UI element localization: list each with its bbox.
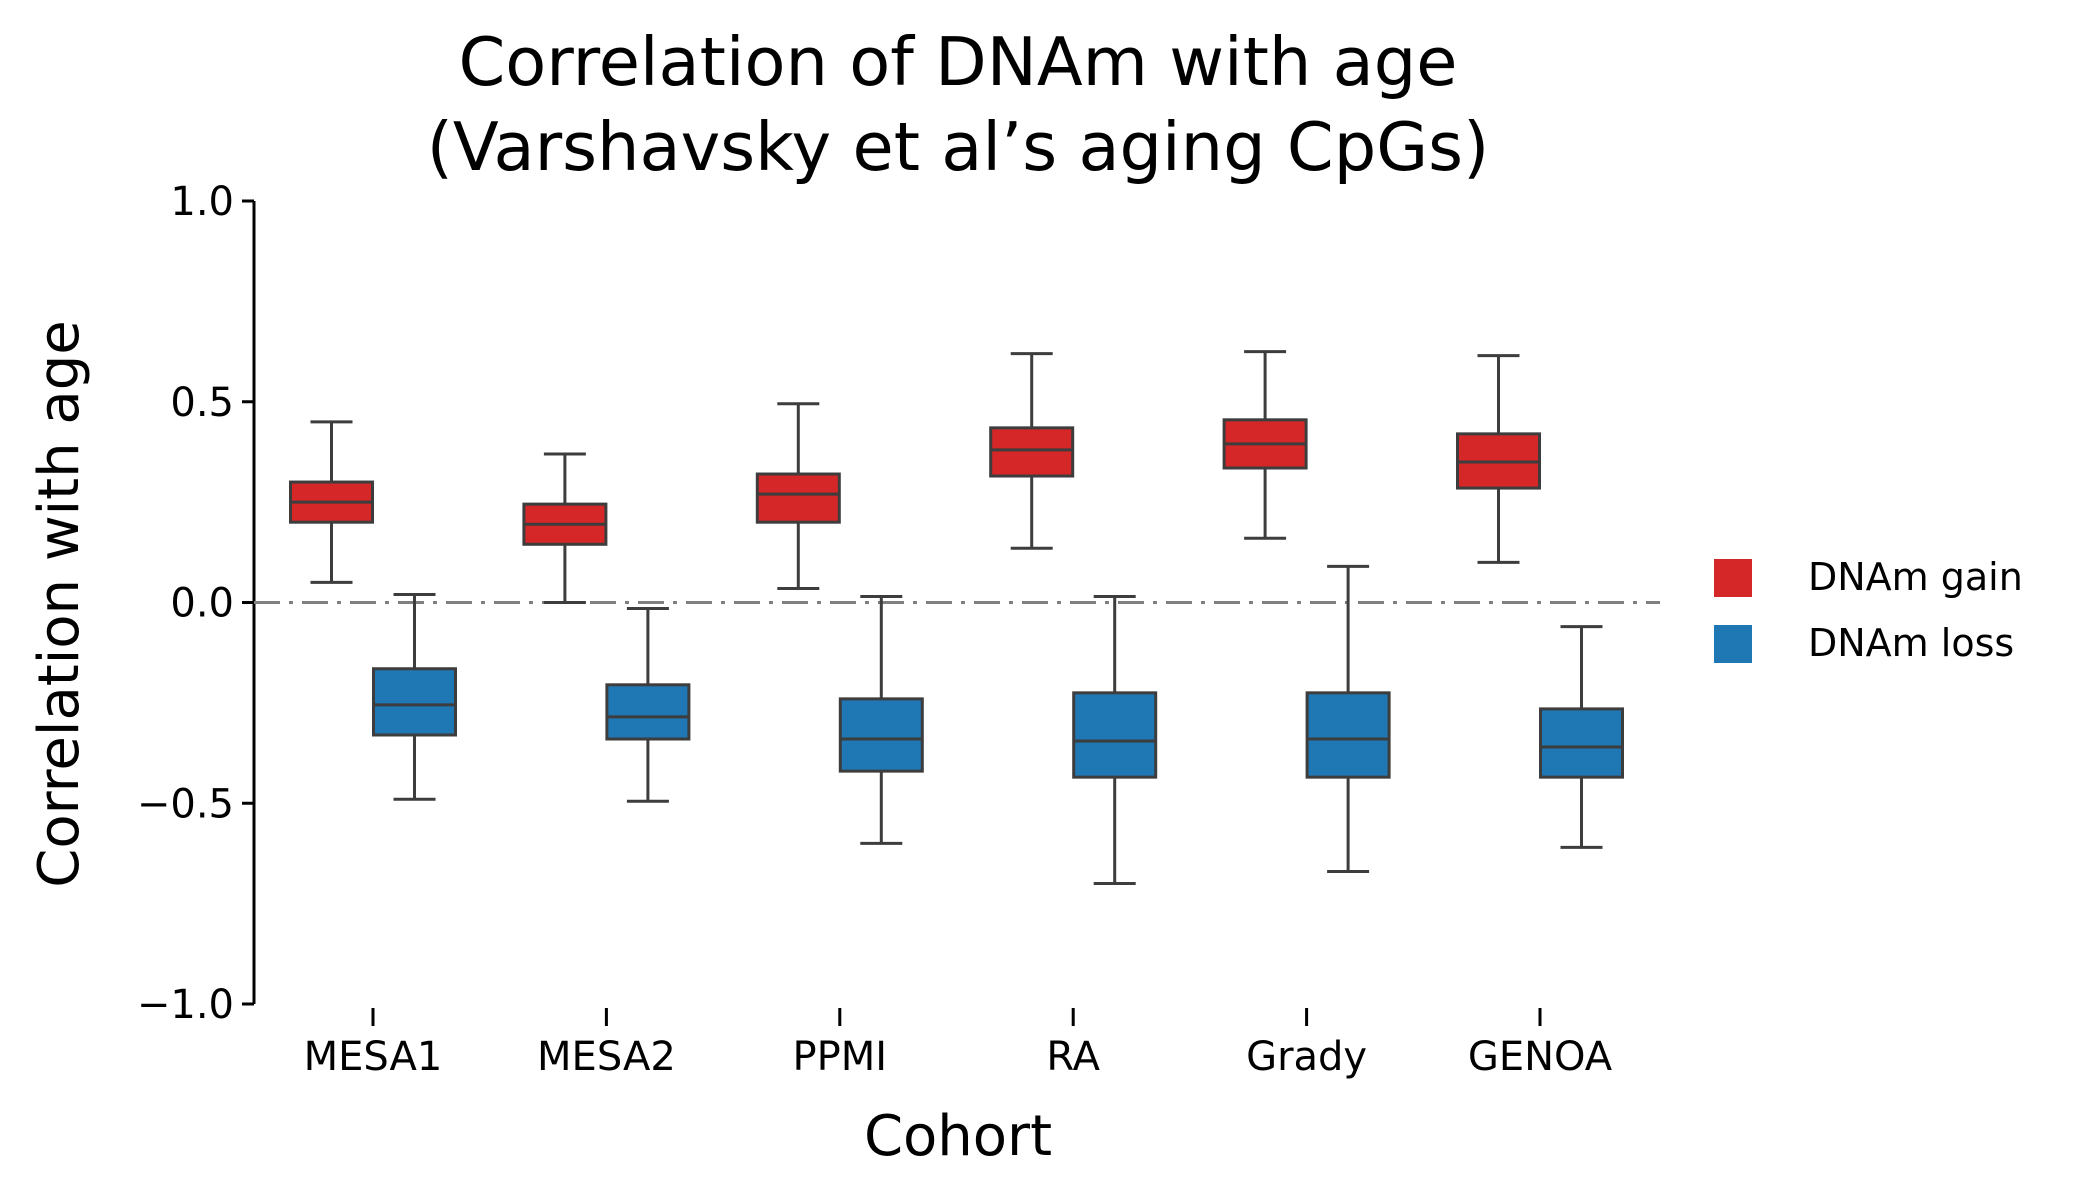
axes: 1.0 0.5 0.0 −0.5 −1.0 MESA1 MESA2 PPMI RA Grady GE… [137, 179, 1613, 1080]
iqr-box [1072, 691, 1158, 779]
legend-label: DNAm loss [1808, 621, 2014, 665]
legend-item-dnam-loss: DNAm loss [1714, 621, 2014, 665]
x-tick-label-grady: Grady [1246, 1034, 1367, 1080]
iqr-box [838, 697, 924, 773]
series-dnam-gain [289, 350, 1541, 604]
box-dnam-loss-ra [1072, 594, 1158, 886]
series-dnam-loss [372, 564, 1624, 886]
legend-swatch [1714, 559, 1752, 597]
box-dnam-gain-ra [989, 352, 1075, 550]
box-dnam-gain-grady [1222, 350, 1308, 540]
box-dnam-gain-ppmi [755, 402, 841, 590]
box-dnam-gain-genoa [1456, 354, 1541, 564]
legend-swatch [1714, 625, 1752, 663]
x-tick-label-ppmi: PPMI [793, 1034, 888, 1080]
chart-title-line-1: Correlation of DNAm with age [459, 23, 1458, 101]
x-tick-label-mesa2: MESA2 [537, 1034, 676, 1080]
x-tick-label-mesa1: MESA1 [304, 1034, 443, 1080]
legend-item-dnam-gain: DNAm gain [1714, 555, 2023, 599]
legend-label: DNAm gain [1808, 555, 2023, 599]
iqr-box [605, 683, 691, 741]
iqr-box [372, 667, 457, 737]
legend: DNAm gain DNAm loss [1714, 555, 2023, 665]
box-dnam-loss-ppmi [838, 594, 924, 845]
box-dnam-loss-grady [1305, 564, 1391, 874]
box-dnam-loss-genoa [1539, 625, 1624, 849]
y-tick-label: 0.5 [170, 380, 234, 426]
x-tick-label-ra: RA [1046, 1034, 1100, 1080]
iqr-box [755, 472, 841, 524]
x-tick-label-genoa: GENOA [1468, 1034, 1613, 1080]
box-dnam-loss-mesa1 [372, 592, 457, 801]
y-tick-label: 0.0 [170, 581, 234, 627]
box-series [289, 350, 1624, 886]
box-dnam-gain-mesa2 [522, 452, 608, 604]
chart-title-line-2: (Varshavsky et al’s aging CpGs) [427, 108, 1489, 186]
y-axis-label: Correlation with age [27, 320, 92, 888]
box-dnam-gain-mesa1 [289, 420, 374, 584]
y-tick-label: −1.0 [137, 982, 234, 1028]
iqr-box [989, 426, 1075, 478]
y-tick-label: −0.5 [137, 781, 234, 827]
x-axis-label: Cohort [864, 1104, 1052, 1169]
box-dnam-loss-mesa2 [605, 607, 691, 803]
iqr-box [1305, 691, 1391, 779]
iqr-box [1539, 707, 1624, 779]
y-tick-label: 1.0 [170, 179, 234, 225]
chart-title: Correlation of DNAm with age (Varshavsky… [427, 23, 1489, 186]
